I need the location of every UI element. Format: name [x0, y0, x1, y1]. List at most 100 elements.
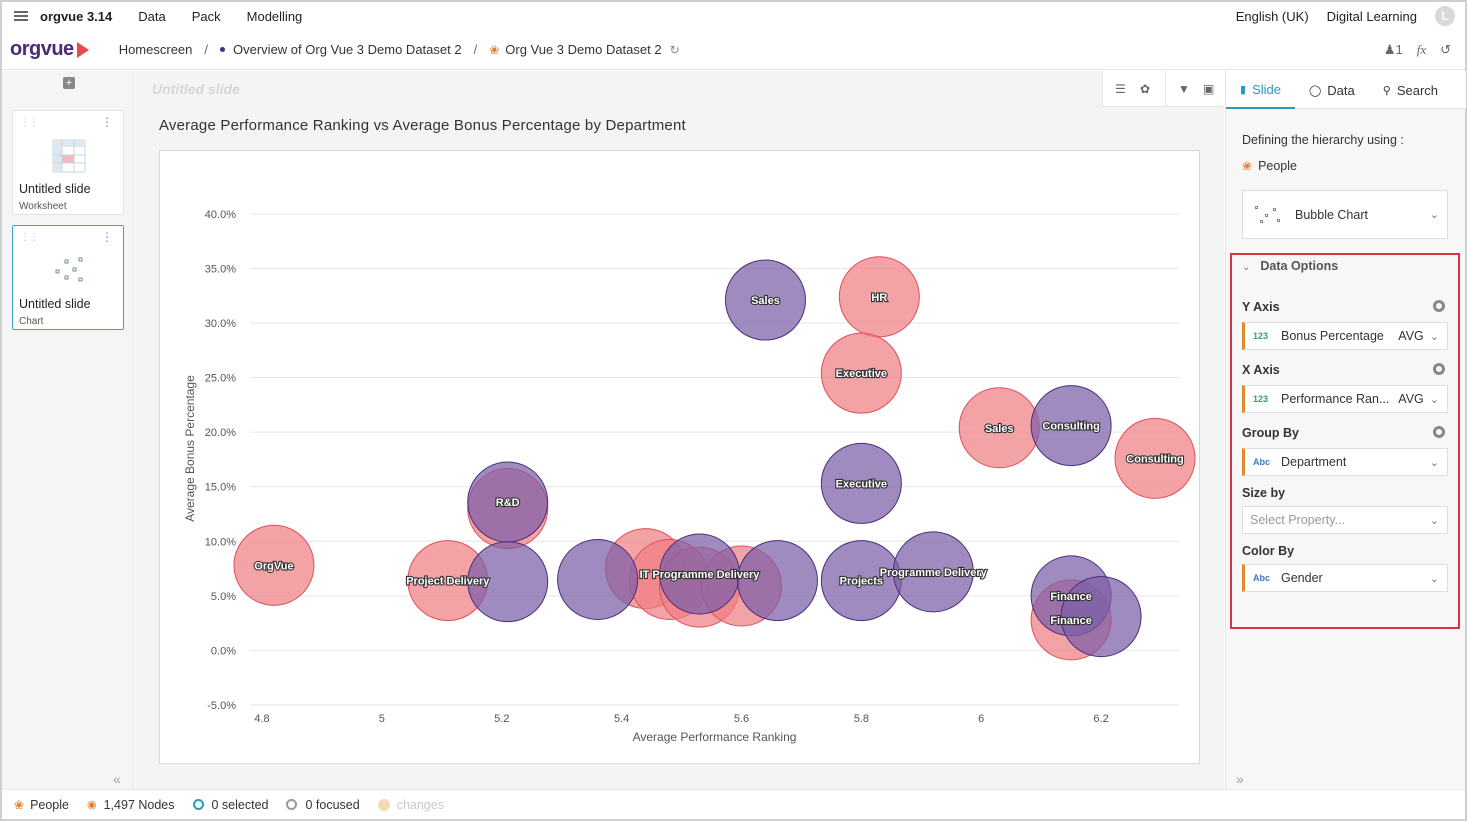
breadcrumb-overview[interactable]: Overview of Org Vue 3 Demo Dataset 2: [233, 42, 462, 57]
formula-icon[interactable]: fx: [1416, 41, 1427, 57]
top-menu-bar: orgvue 3.14 Data Pack Modelling English …: [2, 2, 1465, 30]
tab-slide[interactable]: ▮ Slide: [1226, 71, 1295, 109]
status-selected[interactable]: 0 selected: [192, 798, 268, 812]
bubble-red[interactable]: [820, 332, 902, 414]
top-right-links: English (UK) Digital Learning L: [1236, 6, 1465, 26]
slide-thumbnail-chart[interactable]: ⋮⋮ ⋮ Untitled slide Chart: [12, 225, 124, 330]
breadcrumb-separator: /: [204, 42, 209, 57]
tab-data[interactable]: ◯ Data: [1295, 71, 1369, 109]
organization-selector[interactable]: Digital Learning: [1326, 8, 1417, 24]
slide-name[interactable]: Untitled slide: [152, 81, 240, 97]
status-focused[interactable]: 0 focused: [286, 797, 360, 812]
gear-icon[interactable]: [1433, 300, 1445, 312]
menu-pack[interactable]: Pack: [191, 8, 221, 24]
x-tick-label: 6: [978, 713, 984, 725]
bubble-red[interactable]: [1114, 417, 1196, 499]
hamburger-menu-icon[interactable]: [14, 11, 28, 21]
bubble-red[interactable]: [233, 524, 315, 606]
users-icon[interactable]: ♟1: [1383, 41, 1403, 57]
refresh-icon[interactable]: ↻: [669, 42, 680, 57]
bubble-label: Projects: [840, 576, 883, 588]
drag-handle-icon[interactable]: ⋮⋮: [20, 232, 39, 243]
collapse-right-icon[interactable]: »: [1236, 771, 1244, 787]
bubble-purple[interactable]: [892, 531, 974, 613]
bubble-purple[interactable]: [467, 461, 549, 543]
hierarchy-name: People: [1258, 159, 1297, 173]
x-axis-field[interactable]: 123 Performance Ran... AVG ⌄: [1242, 385, 1448, 413]
bubble-chart[interactable]: 40.0% 35.0% 30.0% 25.0% 20.0% 15.0% 10.0% 5.0% 0…: [160, 151, 1201, 765]
filter-icon[interactable]: ▼: [1178, 81, 1190, 96]
list-icon[interactable]: ☰: [1115, 81, 1126, 96]
status-changes[interactable]: changes: [377, 797, 444, 812]
orgvue-logo[interactable]: orgvue: [10, 38, 89, 61]
bubble-label: Consulting: [1126, 453, 1183, 465]
chart-type-label: Bubble Chart: [1295, 207, 1368, 222]
group-by-label: Group By: [1242, 426, 1299, 440]
selected-icon: [192, 799, 204, 810]
slide-thumbnail-worksheet[interactable]: ⋮⋮ ⋮ Untitled slide Worksheet: [12, 110, 124, 215]
slide-title: Untitled slide: [19, 297, 91, 311]
group-by-field[interactable]: Abc Department ⌄: [1242, 448, 1448, 476]
y-axis-aggregation[interactable]: AVG: [1398, 329, 1424, 343]
add-slide-icon[interactable]: +: [63, 77, 75, 89]
status-focused-label: 0 focused: [305, 797, 360, 812]
color-by-field[interactable]: Abc Gender ⌄: [1242, 564, 1448, 592]
gear-icon[interactable]: [1433, 426, 1445, 438]
bubble-purple[interactable]: [1060, 576, 1142, 658]
y-tick-label: 25.0%: [205, 373, 236, 385]
menu-data[interactable]: Data: [138, 8, 166, 24]
bubble-label: R&D: [496, 497, 520, 509]
breadcrumb-dataset[interactable]: Org Vue 3 Demo Dataset 2: [505, 42, 662, 57]
bubble-purple[interactable]: [820, 442, 902, 524]
data-options-header[interactable]: ⌄ Data Options: [1242, 259, 1338, 273]
x-axis-aggregation[interactable]: AVG: [1398, 392, 1424, 406]
chart-type-dropdown[interactable]: Bubble Chart ⌄: [1242, 190, 1448, 239]
hierarchy-label: Defining the hierarchy using :: [1242, 133, 1404, 147]
breadcrumb-bar: orgvue Homescreen / Overview of Org Vue …: [2, 30, 1465, 70]
breadcrumb-home[interactable]: Homescreen: [118, 42, 193, 57]
bubble-purple[interactable]: [736, 540, 818, 622]
more-options-icon[interactable]: ⋮: [101, 230, 113, 244]
palette-icon[interactable]: ✿: [1140, 81, 1151, 96]
users-count: 1: [1395, 41, 1403, 57]
bubble-red[interactable]: [838, 256, 920, 338]
y-axis-field[interactable]: 123 Bonus Percentage AVG ⌄: [1242, 322, 1448, 350]
status-nodes[interactable]: ◉ 1,497 Nodes: [87, 798, 175, 812]
bubble-purple[interactable]: [724, 259, 806, 341]
hierarchy-value[interactable]: ❀ People: [1242, 159, 1297, 173]
chevron-down-icon: ⌄: [1429, 209, 1439, 221]
chevron-down-icon: ⌄: [1429, 330, 1439, 343]
menu-modelling[interactable]: Modelling: [246, 8, 303, 24]
breadcrumb-separator: /: [473, 42, 478, 57]
status-hierarchy[interactable]: ❀ People: [14, 798, 69, 812]
more-options-icon[interactable]: ⋮: [101, 115, 113, 129]
numeric-type-icon: 123: [1253, 331, 1269, 341]
data-options-label: Data Options: [1260, 259, 1339, 273]
bubble-purple[interactable]: [1030, 385, 1112, 467]
settings-panel: ▮ Slide ◯ Data ⚲ Search Defining the hierar…: [1225, 71, 1466, 789]
panel-icon[interactable]: ▣: [1203, 81, 1215, 96]
language-selector[interactable]: English (UK): [1235, 8, 1309, 24]
drag-handle-icon[interactable]: ⋮⋮: [20, 117, 39, 128]
status-changes-label: changes: [396, 797, 444, 812]
y-tick-label: 0.0%: [211, 645, 236, 657]
logo-arrow-icon: [76, 41, 89, 58]
group-by-field-name: Department: [1281, 455, 1347, 469]
data-options-highlight: [1230, 253, 1460, 629]
logo-text: orgvue: [10, 38, 74, 60]
tab-search[interactable]: ⚲ Search: [1369, 71, 1452, 109]
size-by-dropdown[interactable]: Select Property... ⌄: [1242, 506, 1448, 534]
bubble-purple[interactable]: [557, 538, 639, 620]
worksheet-icon: [52, 139, 86, 173]
status-bar: ❀ People ◉ 1,497 Nodes 0 selected 0 focuse…: [2, 789, 1465, 819]
gear-icon[interactable]: [1433, 363, 1445, 375]
slides-panel: + ⋮⋮ ⋮ Untitled slide Worksheet ⋮⋮ ⋮ Unt…: [2, 71, 134, 789]
tab-slide-label: Slide: [1252, 81, 1281, 97]
user-avatar[interactable]: L: [1435, 6, 1455, 26]
x-tick-label: 5.4: [614, 713, 629, 725]
app-name: orgvue 3.14: [40, 8, 113, 24]
collapse-left-icon[interactable]: «: [113, 771, 121, 787]
toolbar-divider: [1165, 70, 1166, 107]
sync-icon[interactable]: ↺: [1440, 41, 1451, 57]
